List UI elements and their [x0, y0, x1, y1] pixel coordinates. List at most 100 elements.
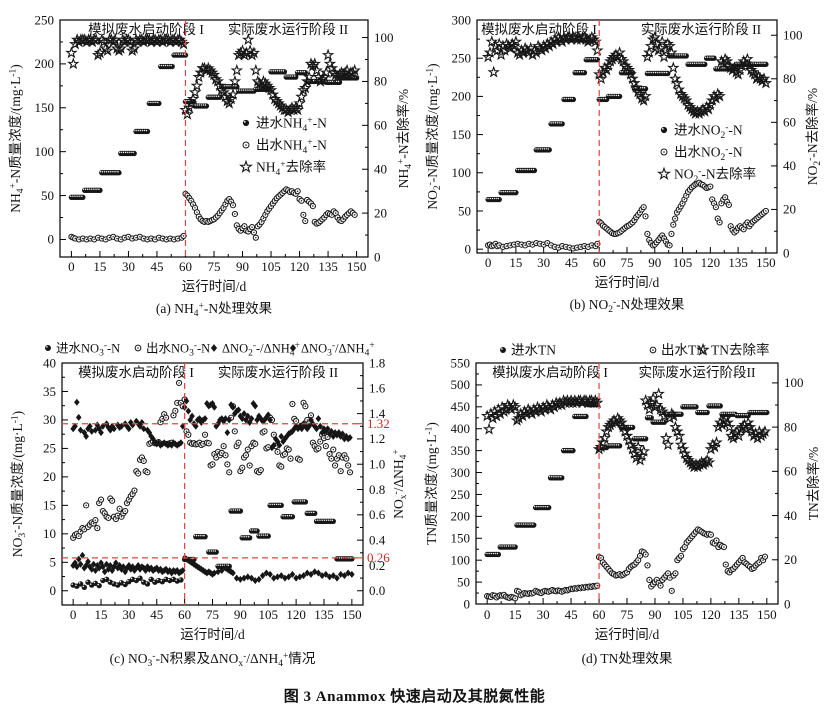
y-axis-left-title: TN质量浓度/(mg·L-1): [424, 422, 439, 545]
series-ratio-dno2-dnh4: [70, 397, 353, 452]
svg-text:100: 100: [35, 144, 55, 159]
svg-text:200: 200: [35, 56, 55, 71]
svg-text:ΔNO2--/ΔNH4+: ΔNO2--/ΔNH4+: [222, 341, 300, 359]
phase-annotation-1: 模拟废水启动阶段 I: [88, 22, 204, 37]
svg-text:出水NO2--N: 出水NO2--N: [674, 145, 743, 163]
svg-text:60: 60: [178, 607, 191, 622]
svg-text:90: 90: [236, 259, 249, 274]
subplot-caption: (a) NH4+-N处理效果: [156, 301, 273, 319]
svg-text:30: 30: [122, 259, 135, 274]
series-removal-no2: [481, 30, 773, 119]
svg-text:150: 150: [35, 100, 55, 115]
svg-text:1.4: 1.4: [369, 406, 386, 421]
svg-text:45: 45: [565, 255, 578, 270]
svg-text:出水TN: 出水TN: [661, 342, 706, 357]
svg-text:30: 30: [122, 607, 135, 622]
x-axis-title: 运行时间/d: [182, 279, 247, 294]
svg-text:120: 120: [286, 607, 306, 622]
x-axis-title: 运行时间/d: [595, 275, 660, 290]
svg-text:80: 80: [374, 74, 387, 89]
axis-ticks: [60, 19, 368, 258]
svg-text:150: 150: [347, 259, 367, 274]
svg-text:0.6: 0.6: [369, 507, 386, 522]
subplot-caption: (b) NO2--N处理效果: [570, 297, 685, 315]
svg-text:0: 0: [465, 241, 472, 256]
svg-text:50: 50: [458, 203, 471, 218]
svg-text:150: 150: [756, 255, 776, 270]
y-axis-right-title: NO2--N去除率/%: [804, 88, 823, 185]
svg-text:60: 60: [593, 255, 606, 270]
svg-text:60: 60: [179, 259, 192, 274]
svg-text:20: 20: [784, 552, 797, 567]
legend: 进水NH4+-N 出水NH4+-N NH4+去除率: [239, 116, 327, 178]
svg-text:30: 30: [43, 412, 56, 427]
svg-text:进水NO2--N: 进水NO2--N: [674, 123, 743, 141]
plot-frame: [476, 19, 778, 254]
svg-text:90: 90: [648, 607, 661, 622]
svg-text:0.2: 0.2: [369, 558, 385, 573]
svg-text:150: 150: [757, 607, 777, 622]
svg-text:75: 75: [621, 607, 634, 622]
y-axis-right-title: NOx-/ΔNH4+: [391, 449, 409, 518]
svg-text:0.4: 0.4: [369, 532, 386, 547]
svg-text:0: 0: [68, 259, 75, 274]
svg-text:0: 0: [485, 255, 492, 270]
svg-text:40: 40: [374, 162, 387, 177]
svg-text:150: 150: [451, 531, 471, 546]
svg-text:300: 300: [451, 465, 471, 480]
svg-text:150: 150: [452, 127, 472, 142]
svg-text:200: 200: [452, 89, 472, 104]
svg-text:10: 10: [43, 526, 56, 541]
svg-text:进水NO3--N: 进水NO3--N: [56, 341, 120, 359]
svg-text:135: 135: [729, 607, 749, 622]
svg-text:25: 25: [43, 441, 56, 456]
y-axis-right-title: TN去除率/%: [805, 447, 821, 521]
svg-text:0: 0: [50, 583, 57, 598]
svg-text:出水NH4+-N: 出水NH4+-N: [256, 138, 327, 156]
svg-text:45: 45: [565, 607, 578, 622]
svg-text:0.0: 0.0: [369, 583, 385, 598]
svg-text:200: 200: [451, 509, 471, 524]
svg-text:40: 40: [43, 355, 56, 370]
series-influent-no2: [485, 53, 769, 203]
svg-text:进水NH4+-N: 进水NH4+-N: [256, 116, 327, 134]
figure-caption: 图 3 Anammox 快速启动及其脱氮性能: [283, 689, 546, 705]
svg-text:135: 135: [314, 607, 334, 622]
svg-text:20: 20: [783, 202, 796, 217]
subplot-caption: (d) TN处理效果: [582, 651, 673, 666]
phase-annotation-2: 实际废水运行阶段II: [639, 365, 756, 380]
svg-text:80: 80: [783, 71, 796, 86]
svg-text:15: 15: [509, 255, 522, 270]
axis-tick-labels: 0 15 30 45 60 75 90 105 120 135 150050100150200250…: [35, 12, 394, 274]
axis-tick-labels: 0 15 30 45 60 75 90 105 120 135 150050100150200250…: [451, 355, 804, 622]
svg-text:90: 90: [648, 255, 661, 270]
svg-text:1.32: 1.32: [367, 416, 390, 431]
svg-text:0: 0: [70, 607, 77, 622]
svg-text:15: 15: [95, 607, 108, 622]
svg-text:进水TN: 进水TN: [511, 342, 556, 357]
subplot-caption: (c) NO3--N积累及ΔNOx-/ΔNH4+情况: [110, 651, 316, 669]
svg-text:50: 50: [457, 574, 470, 589]
svg-text:60: 60: [593, 607, 606, 622]
svg-text:20: 20: [43, 469, 56, 484]
y-axis-left-title: NO2--N质量浓度/(mg·L-1): [425, 63, 443, 209]
svg-text:135: 135: [318, 259, 338, 274]
svg-text:0: 0: [464, 596, 471, 611]
svg-text:1.6: 1.6: [369, 381, 386, 396]
series-effluent-nh4: [68, 186, 358, 243]
svg-text:105: 105: [258, 607, 278, 622]
svg-text:100: 100: [451, 552, 471, 567]
svg-text:50: 50: [41, 188, 54, 203]
svg-text:出水NO3--N: 出水NO3--N: [146, 341, 210, 359]
svg-text:75: 75: [621, 255, 634, 270]
x-axis-title: 运行时间/d: [595, 627, 660, 642]
svg-text:150: 150: [342, 607, 362, 622]
svg-text:35: 35: [43, 384, 56, 399]
svg-text:20: 20: [374, 205, 387, 220]
chart-c-no3-accumulation: 0 15 30 45 60 75 90 105 120 135 150 0 5 10 15 20 25 30 35 4…: [10, 341, 409, 669]
y-axis-left-title: NO3--N质量浓度/(mg·L-1): [10, 411, 28, 557]
svg-text:450: 450: [451, 399, 471, 414]
svg-text:135: 135: [728, 255, 748, 270]
svg-text:300: 300: [452, 12, 472, 27]
axis-tick-labels: 0 15 30 45 60 75 90 105 120 135 150050100150200250…: [452, 12, 803, 270]
